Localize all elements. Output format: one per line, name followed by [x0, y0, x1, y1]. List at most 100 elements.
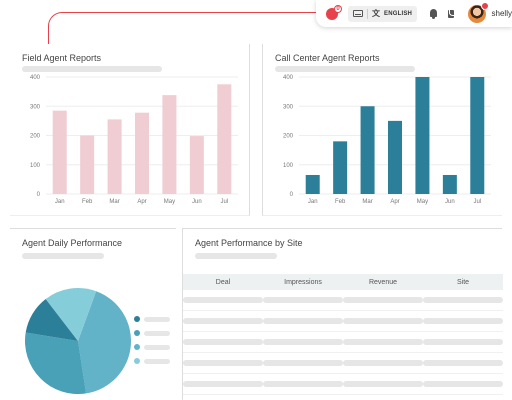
legend-item[interactable] — [134, 326, 170, 340]
cell-placeholder — [183, 297, 263, 303]
table-row[interactable] — [183, 395, 503, 400]
table-cell — [423, 297, 503, 303]
cell-placeholder — [183, 381, 263, 387]
cell-placeholder — [343, 339, 423, 345]
table-cell — [423, 381, 503, 387]
y-tick-label: 100 — [283, 163, 294, 169]
table-body — [183, 290, 503, 400]
x-tick-label: May — [164, 199, 175, 205]
legend-item[interactable] — [134, 312, 170, 326]
card-title: Field Agent Reports — [22, 53, 102, 63]
table-cell — [343, 360, 423, 366]
subtitle-placeholder — [275, 66, 415, 72]
bar-apr — [388, 120, 402, 194]
translate-icon: 文 — [372, 9, 380, 18]
daily-performance-pie-chart — [25, 288, 131, 394]
cell-placeholder — [423, 318, 503, 324]
user-avatar[interactable] — [467, 1, 489, 23]
bar-jul — [217, 84, 232, 194]
bar-jun — [442, 174, 457, 194]
x-tick-label: Mar — [362, 199, 372, 205]
cell-placeholder — [263, 318, 343, 324]
y-tick-label: 300 — [283, 104, 294, 110]
x-tick-label: Jul — [473, 199, 481, 205]
legend-color-dot — [134, 330, 140, 336]
cell-placeholder — [263, 381, 343, 387]
alert-notification[interactable]: 0 — [326, 4, 342, 21]
table-cell — [423, 318, 503, 324]
y-tick-label: 200 — [30, 134, 41, 140]
subtitle-placeholder — [22, 253, 104, 259]
table-cell — [183, 360, 263, 366]
mail-icon[interactable] — [447, 9, 454, 18]
cell-placeholder — [343, 318, 423, 324]
pie-legend — [134, 312, 170, 368]
table-row[interactable] — [183, 311, 503, 332]
bar-mar — [107, 119, 122, 194]
table-row[interactable] — [183, 374, 503, 395]
top-bar: 0 文 ENGLISH shelly — [316, 0, 512, 27]
bar-feb — [80, 135, 95, 194]
x-tick-label: May — [417, 199, 428, 205]
bar-jan — [305, 174, 320, 194]
column-header-deal[interactable]: Deal — [215, 278, 231, 286]
username-label[interactable]: shelly — [491, 9, 512, 18]
table-cell — [183, 381, 263, 387]
table-cell — [343, 297, 423, 303]
language-label: ENGLISH — [384, 10, 413, 17]
column-header-revenue[interactable]: Revenue — [368, 278, 398, 286]
legend-color-dot — [134, 316, 140, 322]
bar-mar — [360, 106, 375, 194]
table-cell — [343, 339, 423, 345]
table-cell — [183, 297, 263, 303]
table-row[interactable] — [183, 353, 503, 374]
cell-placeholder — [343, 297, 423, 303]
card-title: Agent Daily Performance — [22, 238, 123, 248]
table-row[interactable] — [183, 332, 503, 353]
table-cell — [343, 318, 423, 324]
card-title: Agent Performance by Site — [195, 238, 303, 248]
x-tick-label: Mar — [109, 199, 119, 205]
table-cell — [343, 381, 423, 387]
cell-placeholder — [263, 360, 343, 366]
table-cell — [263, 339, 343, 345]
x-tick-label: Apr — [137, 199, 146, 205]
x-tick-label: Jun — [445, 199, 455, 205]
table-cell — [263, 318, 343, 324]
cell-placeholder — [423, 360, 503, 366]
agent-daily-performance-card: Agent Daily Performance — [10, 228, 176, 400]
column-header-impressions[interactable]: Impressions — [284, 278, 322, 286]
cell-placeholder — [423, 339, 503, 345]
x-tick-label: Apr — [390, 199, 399, 205]
field-agent-reports-card: Field Agent Reports 0 100 200 300 400 Jan Feb M… — [10, 44, 250, 216]
cell-placeholder — [423, 297, 503, 303]
column-header-site[interactable]: Site — [456, 278, 470, 286]
agent-performance-by-site-card: Agent Performance by Site Deal Impressio… — [182, 228, 503, 400]
legend-item[interactable] — [134, 340, 170, 354]
x-tick-label: Jan — [55, 199, 65, 205]
x-tick-label: Jul — [220, 199, 228, 205]
language-selector[interactable]: 文 ENGLISH — [348, 5, 418, 22]
pie-slice-3 — [25, 298, 78, 341]
bar-jan — [52, 110, 67, 194]
y-tick-label: 400 — [283, 75, 294, 81]
decorative-connector-line — [48, 12, 316, 52]
notification-count-badge: 0 — [334, 4, 342, 13]
call-center-bar-chart: 0 100 200 300 400 Jan Feb Mar Apr May Jun Jul — [283, 75, 491, 205]
keyboard-icon — [353, 10, 363, 17]
table-row[interactable] — [183, 290, 503, 311]
y-tick-label: 300 — [30, 104, 41, 110]
table-cell — [263, 297, 343, 303]
x-tick-label: Feb — [82, 199, 93, 205]
field-agent-bar-chart: 0 100 200 300 400 Jan Feb Mar Apr May Jun Jul — [30, 75, 238, 205]
bell-icon[interactable] — [429, 8, 437, 19]
legend-item[interactable] — [134, 354, 170, 368]
legend-label-placeholder — [144, 330, 170, 336]
subtitle-placeholder — [195, 253, 277, 259]
pie-slice-2 — [25, 332, 87, 394]
pie-slice-4 — [45, 288, 97, 341]
bar-feb — [333, 141, 348, 194]
bar-jul — [470, 77, 485, 194]
x-tick-label: Jun — [192, 199, 202, 205]
table-cell — [263, 360, 343, 366]
